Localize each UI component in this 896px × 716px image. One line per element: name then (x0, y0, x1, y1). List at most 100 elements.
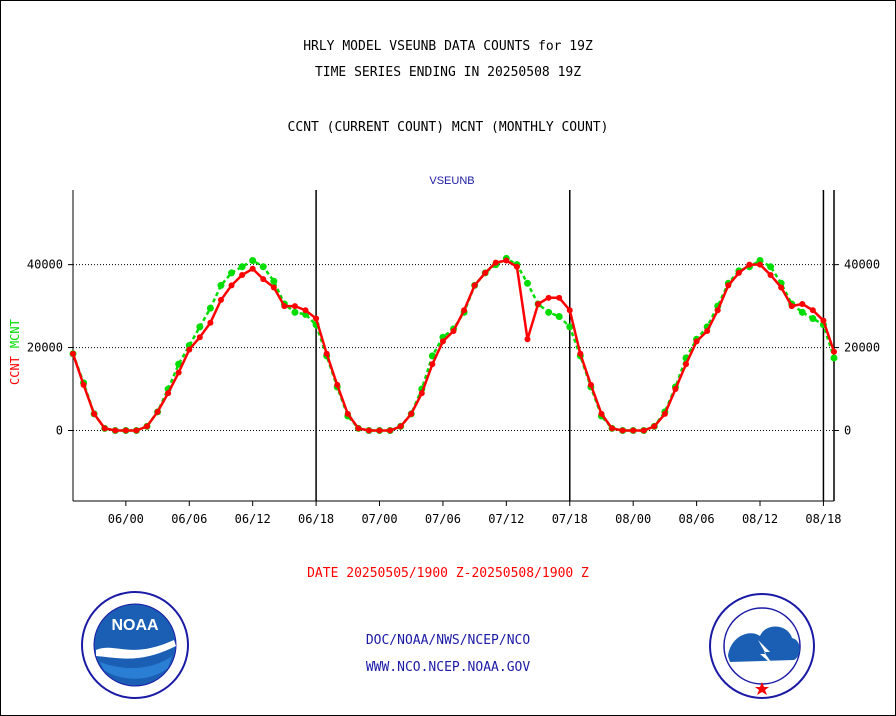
data-point-ccnt (693, 338, 700, 345)
y-tick-label-left: 40000 (27, 258, 63, 272)
series-mcnt (69, 254, 838, 435)
data-point-ccnt (323, 350, 330, 357)
data-point-ccnt (704, 327, 711, 334)
x-axis-ticks: 06/00 06/06 06/12 06/18 07/00 07/06 07/12 07/18… (108, 501, 841, 526)
data-point-mcnt (798, 308, 806, 316)
noaa-logo: NOAA (81, 591, 189, 699)
data-point-ccnt (376, 427, 383, 434)
data-point-ccnt (143, 423, 150, 430)
data-point-ccnt (196, 334, 203, 341)
series-ccnt (70, 257, 837, 434)
data-point-ccnt (799, 301, 806, 308)
noaa-logo-text: NOAA (111, 617, 159, 634)
x-tick-label: 08/12 (742, 512, 778, 526)
data-point-ccnt (598, 410, 605, 417)
data-point-ccnt (101, 425, 108, 432)
data-point-ccnt (239, 272, 246, 279)
x-tick-label: 07/18 (552, 512, 588, 526)
data-point-ccnt (217, 296, 224, 303)
x-tick-label: 06/00 (108, 512, 144, 526)
footer-org: DOC/NOAA/NWS/NCEP/NCO (365, 633, 531, 648)
data-point-ccnt (683, 361, 690, 368)
data-point-ccnt (714, 307, 721, 314)
y-axis-ticks: 0 0 20000 20000 40000 40000 (27, 258, 880, 438)
chart-subtitle: CCNT (CURRENT COUNT) MCNT (MONTHLY COUNT… (287, 120, 609, 135)
y-axis-label-ccnt: CCNT (8, 356, 22, 385)
data-point-ccnt (249, 265, 256, 272)
data-point-mcnt (206, 304, 214, 312)
data-point-ccnt (175, 369, 182, 376)
data-point-ccnt (767, 272, 774, 279)
data-point-ccnt (556, 294, 563, 301)
x-tick-label: 07/12 (488, 512, 524, 526)
data-point-ccnt (725, 282, 732, 289)
plot-title: VSEUNB (429, 175, 474, 187)
data-point-ccnt (461, 307, 468, 314)
data-point-ccnt (672, 386, 679, 393)
data-point-mcnt (545, 308, 553, 316)
data-point-ccnt (418, 390, 425, 397)
data-point-ccnt (619, 427, 626, 434)
data-point-ccnt (408, 410, 415, 417)
data-point-ccnt (439, 338, 446, 345)
data-point-mcnt (523, 279, 531, 287)
data-point-ccnt (186, 346, 193, 353)
data-point-mcnt (238, 263, 246, 271)
x-tick-label: 07/06 (425, 512, 461, 526)
data-point-ccnt (313, 315, 320, 322)
y-tick-label-right: 0 (844, 424, 851, 438)
data-point-ccnt (122, 427, 129, 434)
data-point-ccnt (355, 425, 362, 432)
data-point-ccnt (450, 327, 457, 334)
plot-axes (72, 190, 835, 502)
x-tick-label: 08/18 (805, 512, 841, 526)
data-point-ccnt (80, 381, 87, 388)
footer-url: WWW.NCO.NCEP.NOAA.GOV (365, 660, 531, 675)
y-axis-label-mcnt: MCNT (8, 319, 22, 348)
data-point-ccnt (820, 317, 827, 324)
data-point-ccnt (809, 307, 816, 314)
data-point-ccnt (513, 263, 520, 270)
data-point-ccnt (281, 303, 288, 310)
data-point-ccnt (397, 423, 404, 430)
data-point-mcnt (830, 354, 838, 362)
data-point-ccnt (302, 307, 309, 314)
date-range: DATE 20250505/1900 Z-20250508/1900 Z (307, 566, 589, 581)
day-boundary-lines (315, 190, 835, 501)
data-point-ccnt (831, 348, 837, 355)
chart-title-line-2: TIME SERIES ENDING IN 20250508 19Z (314, 65, 582, 80)
data-point-ccnt (133, 427, 140, 434)
data-point-mcnt (291, 308, 299, 316)
data-point-ccnt (429, 361, 436, 368)
data-point-ccnt (165, 390, 172, 397)
data-point-ccnt (609, 425, 616, 432)
data-point-ccnt (503, 257, 510, 264)
data-point-ccnt (471, 282, 478, 289)
data-point-mcnt (809, 315, 817, 323)
data-point-ccnt (651, 423, 658, 430)
data-point-ccnt (778, 284, 785, 291)
data-point-mcnt (566, 323, 574, 331)
data-point-ccnt (735, 269, 742, 276)
data-point-ccnt (482, 269, 489, 276)
data-point-ccnt (270, 284, 277, 291)
data-point-mcnt (259, 263, 267, 271)
data-point-ccnt (334, 381, 341, 388)
data-point-ccnt (207, 319, 214, 326)
data-point-ccnt (70, 350, 76, 357)
data-point-mcnt (767, 263, 775, 271)
data-point-mcnt (555, 312, 563, 320)
data-point-ccnt (640, 427, 647, 434)
data-point-mcnt (270, 277, 278, 285)
data-point-ccnt (757, 261, 764, 268)
data-point-ccnt (524, 336, 531, 343)
data-point-ccnt (630, 427, 637, 434)
data-point-mcnt (196, 323, 204, 331)
data-point-ccnt (291, 303, 298, 310)
data-point-ccnt (154, 408, 161, 415)
x-tick-label: 08/06 (679, 512, 715, 526)
data-point-ccnt (344, 410, 351, 417)
data-point-ccnt (661, 410, 668, 417)
x-tick-label: 06/18 (298, 512, 334, 526)
